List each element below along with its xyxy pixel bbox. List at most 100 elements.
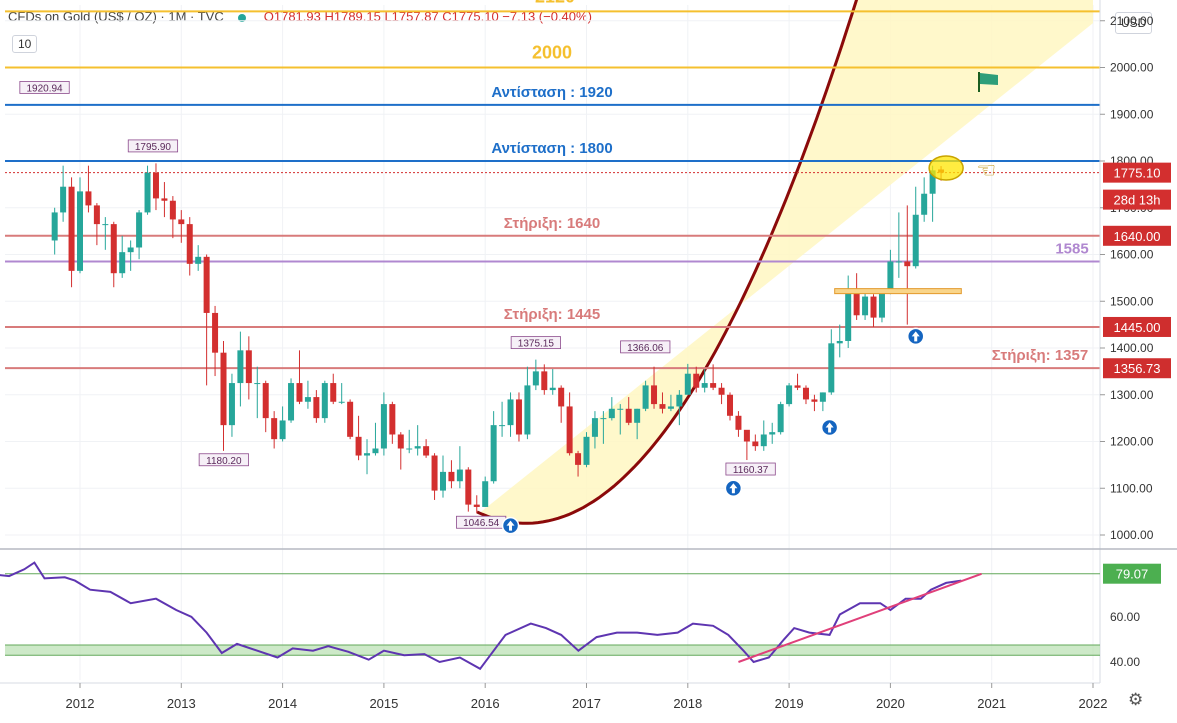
- candle-body[interactable]: [110, 224, 117, 274]
- settings-gear-icon[interactable]: ⚙: [1128, 690, 1144, 709]
- candle-body[interactable]: [524, 385, 531, 435]
- candle-body[interactable]: [727, 394, 734, 416]
- candle-body[interactable]: [439, 471, 446, 491]
- candle-body[interactable]: [245, 350, 252, 384]
- indicator-length-chip[interactable]: 10: [12, 35, 38, 53]
- candle-body[interactable]: [634, 408, 641, 423]
- candle-body[interactable]: [684, 373, 691, 395]
- candle-body[interactable]: [811, 399, 818, 402]
- candle-body[interactable]: [625, 408, 632, 423]
- candle-body[interactable]: [735, 415, 742, 430]
- candle-body[interactable]: [617, 408, 624, 410]
- candle-body[interactable]: [591, 418, 598, 437]
- candle-body[interactable]: [406, 448, 413, 450]
- candle-body[interactable]: [794, 385, 801, 388]
- candle-body[interactable]: [532, 371, 539, 386]
- candle-body[interactable]: [608, 408, 615, 419]
- candle-body[interactable]: [279, 420, 286, 440]
- candle-body[interactable]: [490, 425, 497, 482]
- candle-body[interactable]: [389, 404, 396, 435]
- candle-body[interactable]: [499, 425, 506, 427]
- candle-body[interactable]: [828, 343, 835, 393]
- candle-body[interactable]: [186, 224, 193, 264]
- candle-body[interactable]: [330, 383, 337, 402]
- candle-body[interactable]: [237, 350, 244, 384]
- candle-body[interactable]: [127, 247, 134, 253]
- candle-body[interactable]: [600, 418, 607, 420]
- candle-body[interactable]: [887, 261, 894, 292]
- candle-body[interactable]: [507, 399, 514, 426]
- candle-body[interactable]: [895, 261, 902, 263]
- candle-body[interactable]: [338, 401, 345, 403]
- candle-body[interactable]: [77, 191, 83, 271]
- candle-body[interactable]: [372, 448, 379, 454]
- candle-body[interactable]: [482, 481, 489, 507]
- candle-body[interactable]: [769, 432, 776, 435]
- candle-body[interactable]: [777, 404, 784, 433]
- candle-body[interactable]: [271, 418, 278, 440]
- candle-body[interactable]: [169, 200, 176, 220]
- candle-body[interactable]: [102, 224, 109, 226]
- candle-body[interactable]: [802, 387, 809, 400]
- candle-body[interactable]: [195, 256, 202, 264]
- candle-body[interactable]: [642, 385, 649, 409]
- candle-body[interactable]: [220, 352, 227, 426]
- candle-body[interactable]: [667, 406, 674, 409]
- candle-body[interactable]: [85, 191, 92, 206]
- candle-body[interactable]: [786, 385, 793, 405]
- candle-body[interactable]: [347, 401, 354, 437]
- candle-body[interactable]: [321, 383, 328, 419]
- candle-body[interactable]: [651, 385, 658, 405]
- candle-body[interactable]: [541, 371, 548, 391]
- candle-body[interactable]: [93, 205, 100, 225]
- candle-body[interactable]: [583, 436, 590, 465]
- candle-body[interactable]: [743, 429, 750, 442]
- candle-body[interactable]: [380, 404, 387, 449]
- candle-body[interactable]: [304, 397, 311, 402]
- candle-body[interactable]: [752, 441, 759, 447]
- candle-body[interactable]: [465, 469, 472, 505]
- candle-body[interactable]: [203, 256, 210, 313]
- candle-body[interactable]: [355, 436, 362, 456]
- candle-body[interactable]: [878, 291, 885, 318]
- candle-body[interactable]: [212, 312, 219, 353]
- candle-body[interactable]: [819, 392, 826, 402]
- candle-body[interactable]: [288, 383, 295, 421]
- candle-body[interactable]: [178, 219, 185, 225]
- candle-body[interactable]: [853, 291, 860, 316]
- candle-body[interactable]: [313, 397, 320, 419]
- candle-body[interactable]: [397, 434, 404, 449]
- candle-body[interactable]: [152, 172, 159, 199]
- candle-body[interactable]: [836, 340, 843, 344]
- candle-body[interactable]: [575, 453, 582, 465]
- candle-body[interactable]: [431, 455, 438, 491]
- currency-button[interactable]: USD: [1115, 12, 1153, 34]
- candle-body[interactable]: [566, 406, 573, 454]
- candle-body[interactable]: [254, 383, 261, 385]
- candle-body[interactable]: [929, 170, 936, 194]
- candle-body[interactable]: [701, 383, 708, 388]
- candle-body[interactable]: [693, 373, 700, 388]
- candle-body[interactable]: [414, 446, 421, 449]
- candle-body[interactable]: [296, 383, 303, 402]
- candle-body[interactable]: [845, 291, 852, 341]
- candle-body[interactable]: [862, 296, 869, 316]
- candle-body[interactable]: [904, 261, 911, 267]
- candle-body[interactable]: [760, 434, 767, 447]
- candle-body[interactable]: [710, 383, 717, 388]
- candle-body[interactable]: [515, 399, 522, 435]
- candle-body[interactable]: [144, 172, 151, 213]
- candle-body[interactable]: [119, 252, 126, 274]
- candle-body[interactable]: [51, 212, 58, 241]
- candle-body[interactable]: [262, 383, 269, 419]
- candle-body[interactable]: [912, 214, 919, 267]
- candle-body[interactable]: [676, 394, 683, 407]
- candle-body[interactable]: [423, 446, 430, 456]
- candle-body[interactable]: [473, 504, 480, 507]
- candle-body[interactable]: [456, 469, 463, 482]
- candle-body[interactable]: [228, 383, 235, 426]
- candle-body[interactable]: [549, 387, 556, 391]
- candle-body[interactable]: [448, 471, 455, 482]
- candle-body[interactable]: [68, 186, 75, 271]
